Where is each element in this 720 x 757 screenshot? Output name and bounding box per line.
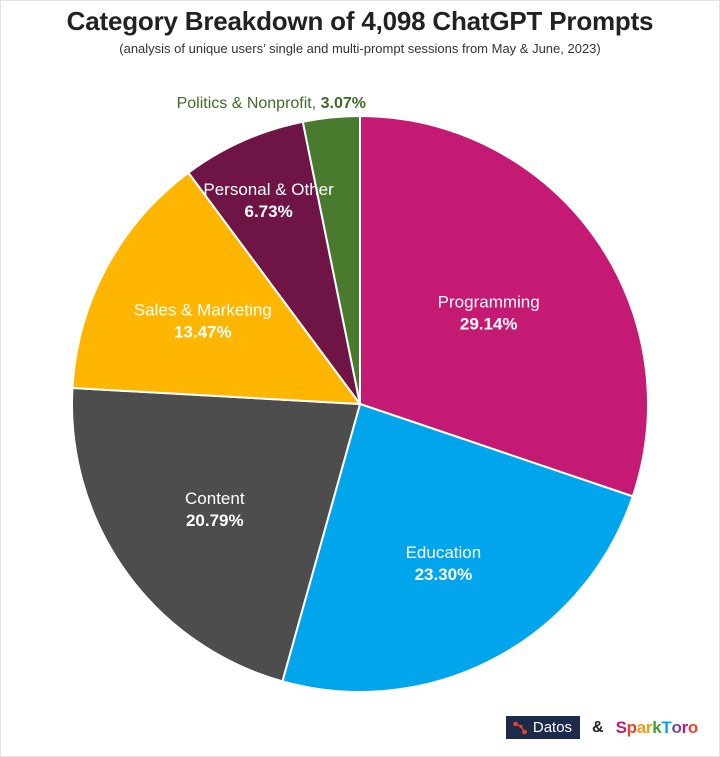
slice-label-politics-nonprofit: Politics & Nonprofit, 3.07%	[177, 95, 366, 112]
slice-category-label: Education	[406, 543, 482, 562]
sparktoro-wordmark: SparkToro	[615, 717, 699, 738]
chart-subtitle: (analysis of unique users’ single and mu…	[119, 41, 601, 56]
pie-labels: Programming 29.14% Education 23.30% Content 2…	[134, 95, 540, 584]
datos-logo-icon	[513, 721, 527, 734]
sparktoro-letter: k	[652, 717, 662, 737]
sparktoro-letter: S	[615, 717, 627, 737]
slice-value-label: 20.79%	[186, 511, 244, 530]
brand-footer: Datos & SparkToro	[505, 716, 699, 739]
slice-value-label: 6.73%	[244, 202, 292, 221]
sparktoro-letter: p	[626, 717, 637, 737]
slice-category-label: Content	[185, 489, 245, 508]
sparktoro-letter: o	[687, 717, 698, 737]
slice-category-label: Politics & Nonprofit,	[177, 95, 317, 112]
sparktoro-letter: r	[681, 717, 689, 737]
slice-category-label: Sales & Marketing	[134, 300, 272, 319]
pie-slices	[71, 114, 649, 693]
chart-title: Category Breakdown of 4,098 ChatGPT Prom…	[66, 6, 654, 36]
slice-category-label: Personal & Other	[203, 180, 334, 199]
sparktoro-letter: a	[636, 717, 646, 737]
datos-badge: Datos	[505, 716, 581, 739]
pie-outline	[71, 115, 649, 693]
sparktoro-letter: T	[661, 717, 672, 737]
ampersand: &	[592, 718, 604, 736]
datos-wordmark: Datos	[532, 719, 573, 736]
sparktoro-letter: o	[671, 717, 682, 737]
slice-value-label: 29.14%	[460, 315, 518, 334]
slice-value-label: 23.30%	[415, 565, 473, 584]
slice-value-label: 3.07%	[316, 95, 366, 112]
slice-category-label: Programming	[438, 293, 540, 312]
sparktoro-letter: r	[645, 717, 653, 737]
slice-value-label: 13.47%	[174, 322, 232, 341]
